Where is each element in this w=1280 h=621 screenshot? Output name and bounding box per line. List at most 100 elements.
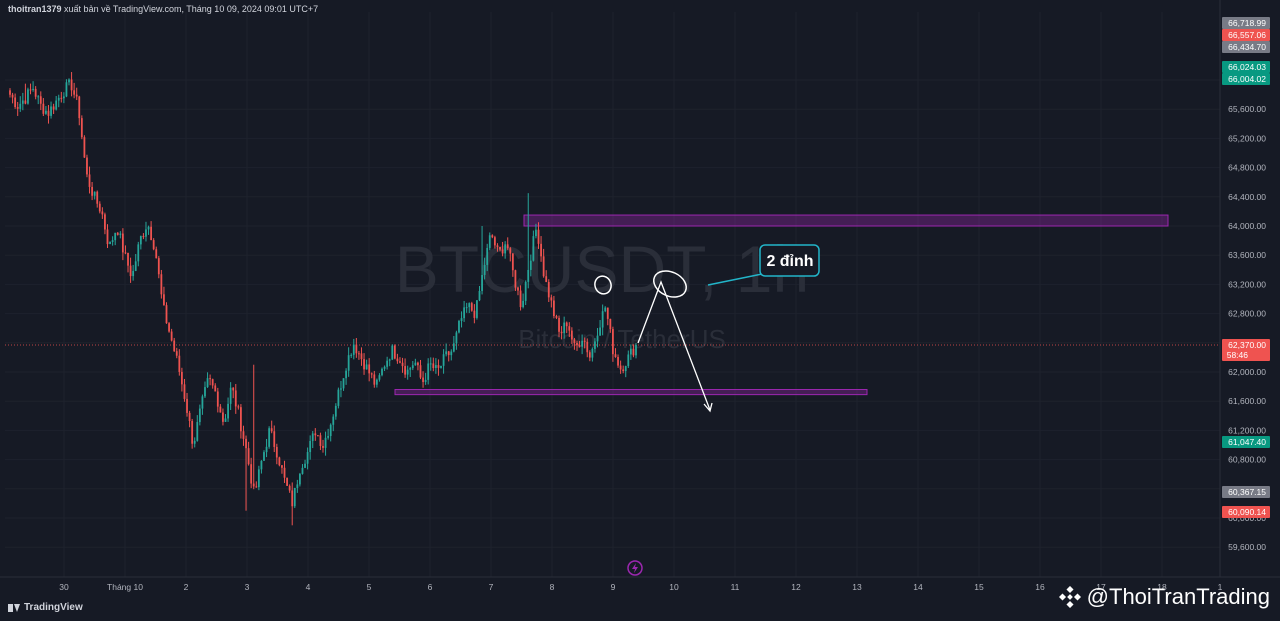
candle-body: [224, 418, 227, 422]
candle-body: [450, 351, 453, 356]
candle-body: [222, 412, 224, 422]
binance-icon: [1058, 586, 1081, 608]
candle-body: [132, 270, 135, 277]
candle-body: [186, 398, 188, 413]
candle-body: [545, 276, 548, 282]
candle-body: [393, 345, 396, 359]
candle-body: [291, 490, 294, 507]
candle-body: [150, 226, 153, 241]
candle-body: [588, 352, 591, 358]
candle-body: [283, 467, 286, 478]
candle-body: [527, 269, 530, 282]
price-tick-label: 64,000.00: [1228, 221, 1266, 231]
publish-text: xuất bản về TradingView.com, Tháng 10 09…: [64, 4, 319, 14]
candle-body: [157, 258, 160, 275]
candle-body: [165, 305, 168, 324]
candle-body: [401, 362, 404, 367]
candle-body: [106, 229, 109, 245]
time-axis[interactable]: 30 Tháng 10 2 3 4 5 6 7 8 9 10 11 12 13 14 15 16 17 18 1: [0, 576, 1280, 592]
time-tick-label: 3: [245, 582, 250, 592]
candle-body: [517, 287, 519, 291]
candle-body: [75, 94, 78, 97]
candle-body: [114, 232, 117, 241]
price-tick-label: 65,200.00: [1228, 133, 1266, 143]
candle-body: [101, 211, 104, 215]
candle-body: [204, 387, 206, 397]
candle-body: [565, 322, 568, 327]
peak-2-circle: [653, 270, 687, 298]
candle-body: [399, 361, 401, 363]
candle-body: [555, 316, 558, 318]
candle-body: [529, 260, 532, 270]
callout-box: [759, 244, 820, 277]
candle-body: [37, 96, 40, 98]
candle-body: [496, 245, 499, 247]
candle-body: [463, 307, 466, 319]
candle-body: [129, 265, 132, 277]
candle-body: [355, 344, 358, 354]
candle-body: [237, 406, 240, 408]
candle-body: [173, 340, 176, 352]
candle-body: [360, 353, 363, 360]
price-badge-value: 60,090.14: [1228, 507, 1266, 517]
candle-body: [286, 477, 288, 486]
price-tick-label: 62,000.00: [1228, 367, 1266, 377]
price-tick-label: 63,200.00: [1228, 279, 1266, 289]
candle-body: [78, 96, 81, 119]
candle-body: [481, 274, 483, 291]
candle-body: [252, 483, 255, 487]
candle-body: [47, 110, 50, 116]
time-tick-label: 1: [1218, 582, 1223, 592]
candle-body: [375, 379, 378, 385]
price-badge: 66,434.70: [1222, 41, 1270, 53]
candle-body: [609, 318, 612, 330]
candle-body: [411, 365, 414, 369]
candle-body: [198, 408, 201, 423]
candle-body: [383, 366, 386, 369]
candle-body: [111, 240, 114, 242]
candle-body: [499, 246, 501, 250]
time-tick-label: Tháng 10: [107, 582, 143, 592]
candle-body: [511, 253, 514, 271]
candle-body: [599, 327, 601, 336]
price-tick-label: 64,800.00: [1228, 163, 1266, 173]
candle-body: [180, 371, 183, 385]
candle-body: [363, 359, 365, 370]
candle-body: [278, 457, 281, 466]
replay-icon[interactable]: [627, 560, 643, 576]
candle-body: [70, 79, 73, 91]
candle-body: [553, 300, 555, 317]
candle-body: [80, 118, 83, 138]
tradingview-icon: [8, 603, 20, 612]
candle-body: [532, 236, 535, 261]
candle-body: [196, 422, 199, 441]
candle-body: [350, 354, 353, 356]
candle-body: [617, 357, 619, 366]
candle-body: [386, 360, 389, 367]
candle-body: [583, 340, 586, 342]
price-tick-label: 59,600.00: [1228, 542, 1266, 552]
candle-body: [32, 88, 34, 90]
candle-body: [93, 191, 96, 196]
candle-body: [170, 331, 173, 341]
candle-body: [319, 435, 322, 446]
candle-body: [524, 281, 527, 301]
candle-body: [60, 97, 63, 99]
candle-body: [96, 191, 99, 204]
drawings[interactable]: 2 đỉnh: [592, 244, 820, 413]
peak-1-circle: [594, 275, 612, 295]
candle-body: [535, 229, 537, 237]
time-tick-label: 11: [731, 582, 740, 592]
tradingview-logo[interactable]: TradingView: [8, 602, 83, 613]
candle-body: [124, 252, 127, 254]
candle-body: [127, 252, 129, 266]
candle-body: [255, 486, 258, 488]
watermark-name: Bitcoin / TetherUS: [518, 324, 726, 354]
candle-body: [519, 290, 522, 308]
candle-body: [314, 433, 317, 436]
candle-body: [191, 420, 194, 444]
time-tick-label: 10: [669, 582, 679, 592]
